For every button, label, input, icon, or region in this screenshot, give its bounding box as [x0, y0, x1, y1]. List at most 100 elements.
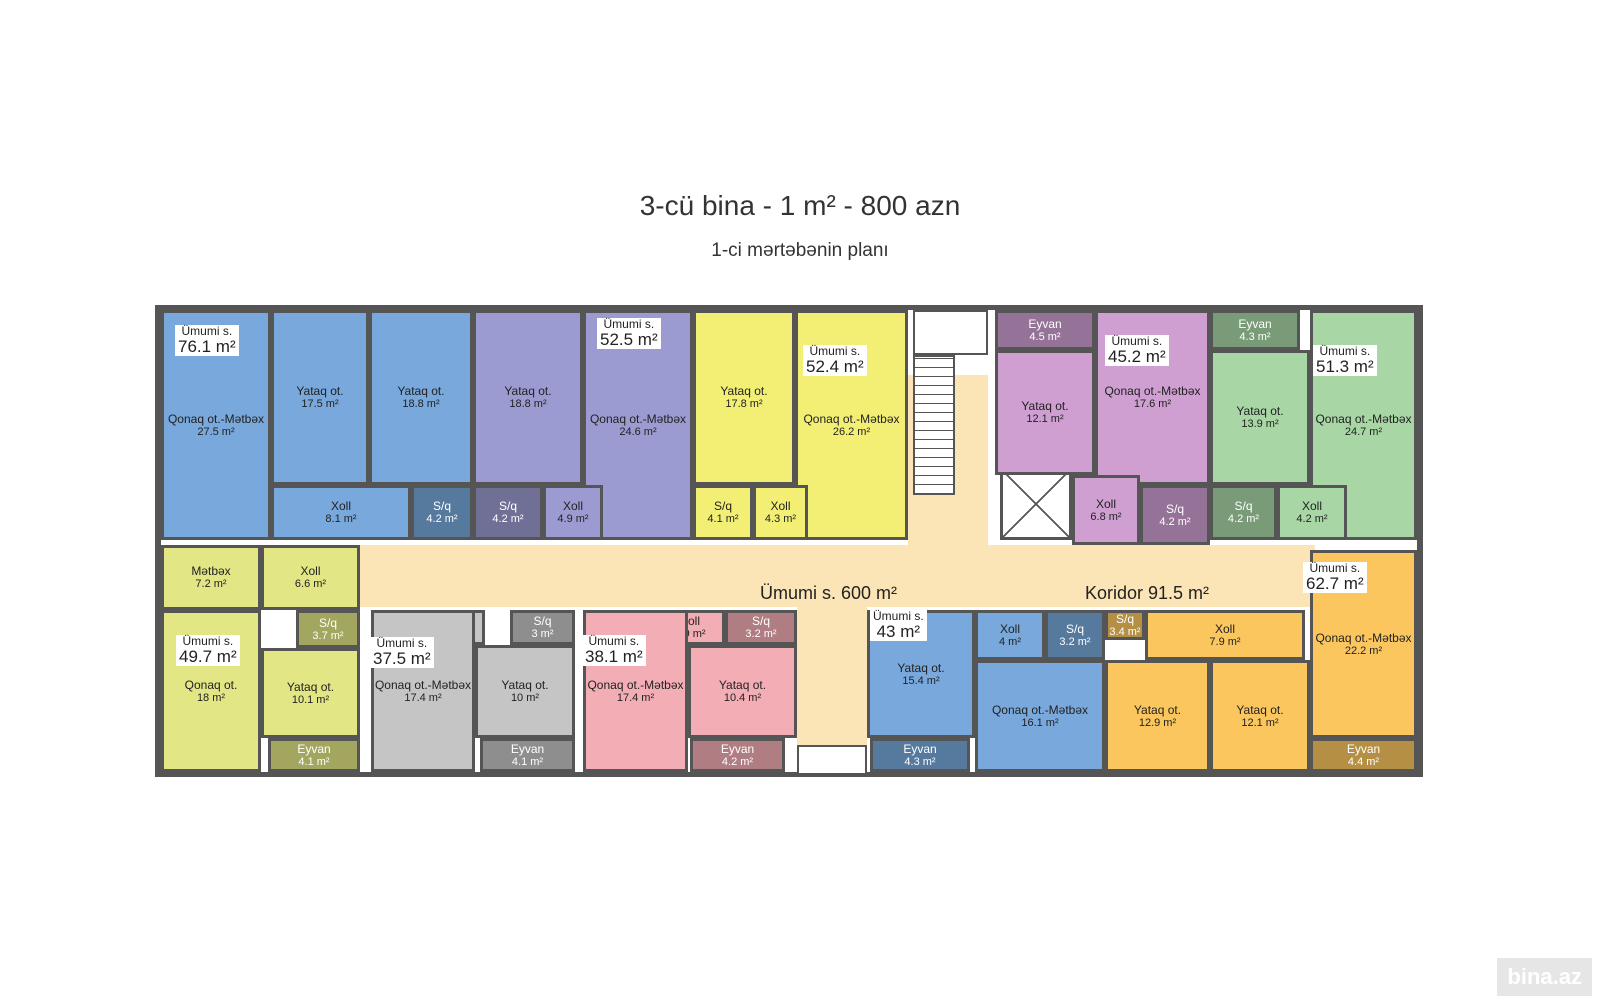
outer-wall-top	[155, 305, 1423, 310]
room-name: Xoll	[562, 499, 583, 513]
room-area: 12.1 m²	[1241, 716, 1279, 729]
elevator	[1000, 468, 1072, 540]
room-name: Qonaq ot.-Mətbəx	[374, 677, 472, 692]
a1-room-3: Xoll 8.1 m²	[271, 485, 411, 540]
total-label: Ümumi s.	[181, 324, 233, 338]
outer-wall-bottom	[155, 772, 1423, 777]
b5-room-3: Yataq ot. 12.1 m²	[1210, 660, 1310, 772]
room-area: 4.2 m²	[721, 755, 754, 768]
room-name: Qonaq ot.-Mətbəx	[1315, 411, 1412, 426]
room-name: S/q	[432, 499, 451, 513]
apartment-total-b4: Ümumi s. 43 m²	[870, 610, 927, 641]
room-area: 4.3 m²	[764, 513, 797, 525]
room-name: Eyvan	[903, 741, 937, 756]
room-name: Yataq ot.	[286, 679, 335, 694]
a4-room-3: Xoll 6.8 m²	[1072, 475, 1140, 545]
total-area: 52.5 m²	[600, 330, 658, 349]
room-area: 4.1 m²	[298, 755, 330, 768]
building-total-area: Ümumi s. 600 m²	[760, 583, 898, 603]
room-name: Qonaq ot.-Mətbəx	[1315, 630, 1412, 645]
total-area: 38.1 m²	[585, 647, 643, 666]
apartment-total-b2: Ümumi s. 37.5 m²	[370, 637, 434, 668]
room-area: 15.4 m²	[902, 674, 940, 687]
staircase	[913, 355, 955, 495]
apartment-total-a4: Ümumi s. 45.2 m²	[1105, 335, 1169, 366]
room-name: S/q	[1115, 611, 1134, 626]
room-area: 27.5 m²	[197, 425, 235, 438]
a1-room-2: Yataq ot. 18.8 m²	[369, 310, 473, 485]
a2-room-2: S/q 4.2 m²	[473, 485, 543, 540]
room-name: Xoll	[1095, 496, 1116, 511]
room-name: Xoll	[1301, 499, 1322, 513]
b5-room-1: Xoll 7.9 m²	[1145, 610, 1305, 660]
room-name: Yataq ot.	[718, 678, 767, 692]
room-name: Qonaq ot.-Mətbəx	[991, 702, 1089, 717]
total-label: Ümumi s.	[809, 344, 861, 358]
room-area: 12.9 m²	[1138, 716, 1177, 729]
apartment-total-b5: Ümumi s. 62.7 m²	[1303, 562, 1367, 593]
room-area: 16.1 m²	[1021, 716, 1059, 729]
entrance-top	[913, 310, 988, 355]
room-area: 4.1 m²	[511, 755, 544, 768]
room-area: 4.2 m²	[426, 513, 458, 525]
room-area: 18.8 m²	[402, 398, 440, 410]
room-name: Xoll	[1214, 621, 1235, 636]
room-name: Eyvan	[720, 741, 755, 756]
room-name: S/q	[713, 499, 732, 513]
outer-wall-left	[155, 305, 161, 777]
room-area: 24.7 m²	[1344, 425, 1383, 438]
room-name: Yataq ot.	[501, 678, 549, 692]
room-name: Qonaq ot.	[184, 677, 238, 692]
b4-room-1: S/q 3.2 m²	[1045, 610, 1105, 660]
room-area: 7.9 m²	[1209, 635, 1241, 648]
room-area: 4 m²	[999, 635, 1021, 648]
b3-room-1: S/q 3.2 m²	[725, 610, 797, 645]
room-area: 4.2 m²	[1227, 513, 1260, 525]
room-name: Xoll	[999, 621, 1020, 636]
b1-room-4: Yataq ot. 10.1 m²	[261, 648, 360, 738]
total-area: 43 m²	[876, 622, 921, 641]
b1-room-0: Mətbəx 7.2 m²	[161, 545, 261, 610]
room-name: Qonaq ot.-Mətbəx	[587, 677, 684, 692]
room-name: Eyvan	[1028, 316, 1062, 331]
room-name: Qonaq ot.-Mətbəx	[803, 411, 900, 426]
total-area: 49.7 m²	[179, 647, 237, 666]
room-name: S/q	[498, 499, 517, 513]
room-area: 4.9 m²	[557, 513, 589, 525]
room-name: S/q	[318, 615, 337, 630]
b5-room-0: S/q 3.4 m²	[1105, 610, 1145, 640]
total-area: 51.3 m²	[1316, 357, 1374, 376]
apartment-total-a2: Ümumi s. 52.5 m²	[597, 318, 661, 349]
room-area: 3.2 m²	[1059, 635, 1091, 648]
room-name: Yataq ot.	[296, 384, 344, 398]
room-area: 6.6 m²	[294, 578, 327, 590]
room-area: 17.8 m²	[725, 398, 763, 410]
room-name: S/q	[533, 614, 552, 628]
a5-room-4: Xoll 4.2 m²	[1277, 485, 1347, 540]
a4-room-0: Eyvan 4.5 m²	[995, 310, 1095, 350]
room-area: 4.2 m²	[492, 513, 524, 525]
room-area: 17.4 m²	[404, 691, 442, 704]
total-label: Ümumi s.	[1309, 561, 1361, 575]
a2-room-0: Yataq ot. 18.8 m²	[473, 310, 583, 485]
room-area: 4.5 m²	[1029, 330, 1061, 343]
a5-room-0: Eyvan 4.3 m²	[1210, 310, 1300, 350]
b3-room-4: Eyvan 4.2 m²	[690, 738, 785, 772]
b2-room-2: Qonaq ot.-Mətbəx 17.4 m²	[371, 610, 475, 772]
room-name: Yataq ot.	[897, 660, 945, 675]
apartment-total-b3: Ümumi s. 38.1 m²	[582, 635, 646, 666]
room-name: Yataq ot.	[1236, 404, 1284, 418]
room-name: Eyvan	[297, 741, 331, 756]
a4-room-4: S/q 4.2 m²	[1140, 485, 1210, 545]
room-area: 24.6 m²	[619, 425, 657, 438]
apartment-total-a5: Ümumi s. 51.3 m²	[1313, 345, 1377, 376]
room-name: Yataq ot.	[504, 384, 552, 398]
room-area: 3.4 m²	[1109, 625, 1141, 638]
b5-room-5: Eyvan 4.4 m²	[1310, 738, 1417, 772]
total-label: Ümumi s.	[1319, 344, 1371, 358]
room-name: Yataq ot.	[1021, 399, 1069, 413]
room-area: 17.5 m²	[301, 398, 339, 410]
b4-room-0: Xoll 4 m²	[975, 610, 1045, 660]
room-area: 7.2 m²	[195, 578, 227, 590]
